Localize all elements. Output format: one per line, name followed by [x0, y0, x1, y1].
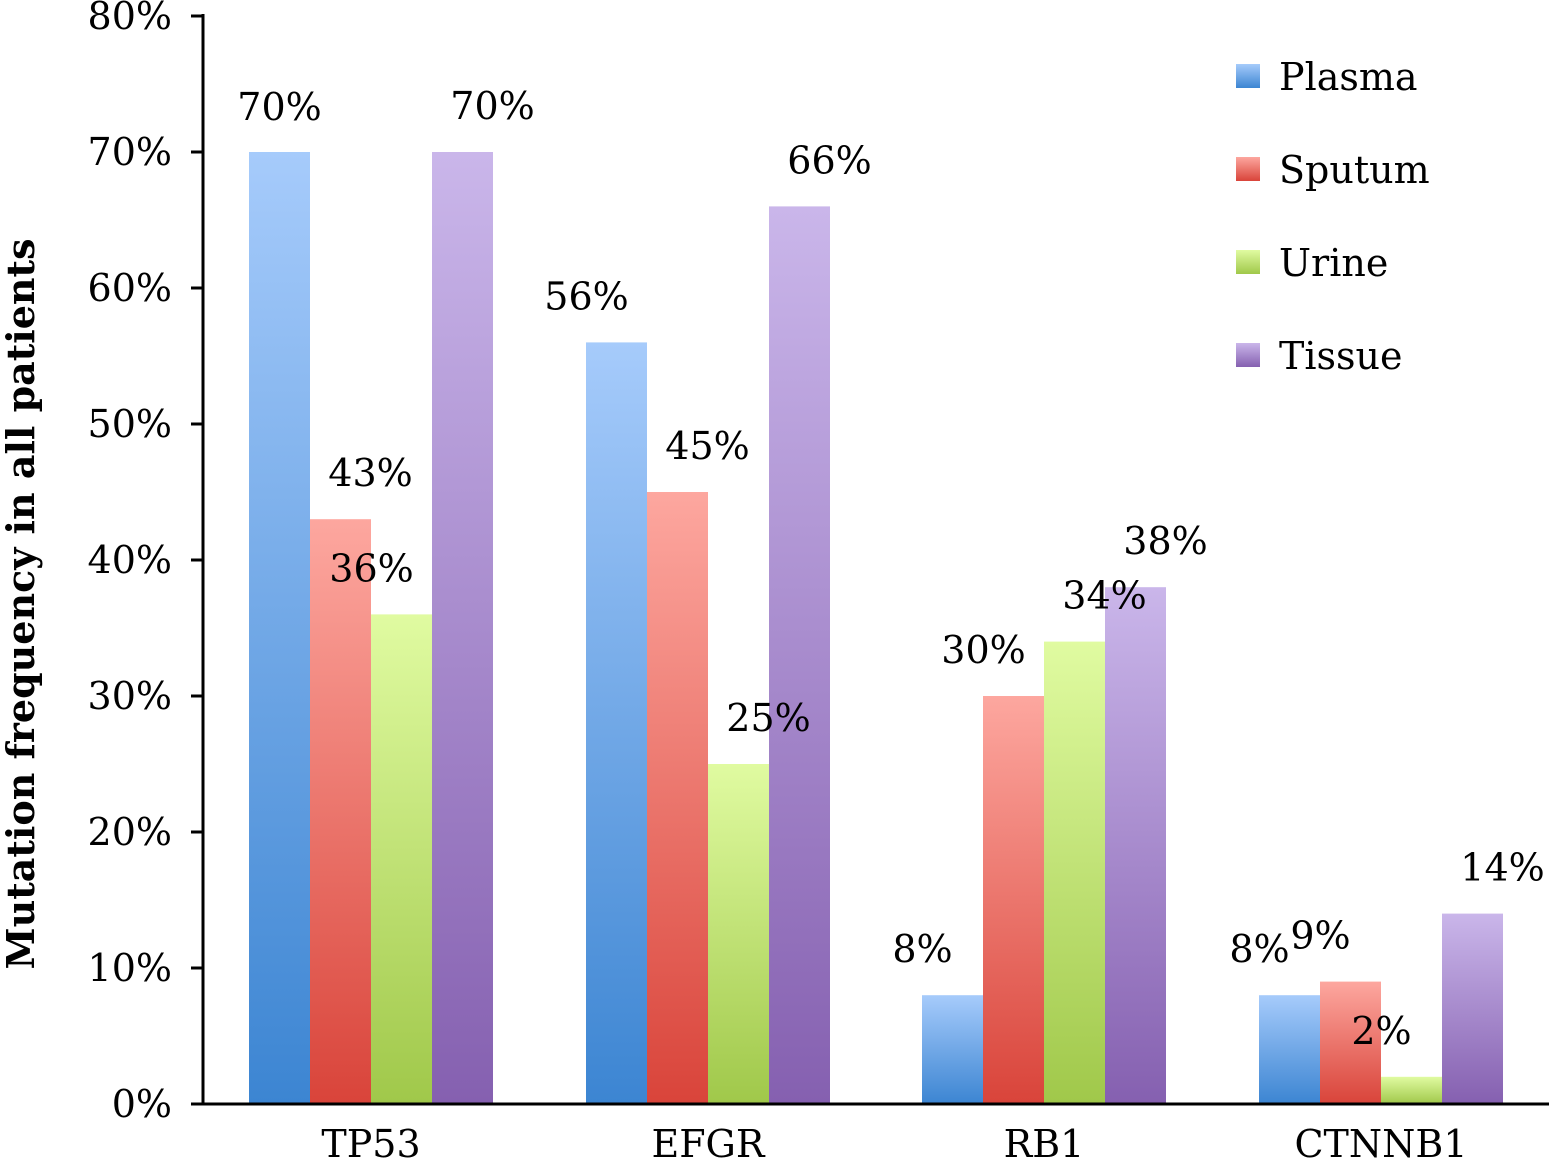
y-tick-label: 70% [88, 130, 172, 174]
bar-sputum-tp53 [310, 519, 371, 1104]
legend: Plasma Sputum Urine Tissue [1236, 55, 1430, 378]
x-tick-label: EFGR [651, 1122, 765, 1161]
bar-tissue-ctnnb1 [1442, 913, 1503, 1104]
y-tick-label: 0% [112, 1082, 172, 1126]
x-axis-labels: TP53 EFGR RB1 CTNNB1 [321, 1122, 1467, 1161]
data-label-urine-tp53: 36% [329, 546, 413, 590]
data-label-sputum-tp53: 43% [328, 451, 412, 495]
bar-urine-tp53 [371, 614, 432, 1104]
data-labels-group: 70%43%36%70%56%45%25%66%8%30%34%38%8% 9%2… [237, 84, 1544, 1053]
data-label-tissue-ctnnb1: 14% [1460, 846, 1544, 890]
legend-label-urine: Urine [1279, 241, 1388, 285]
data-label-tissue-rb1: 38% [1123, 519, 1207, 563]
bar-plasma-tp53 [249, 152, 310, 1104]
bar-urine-ctnnb1 [1381, 1076, 1442, 1104]
y-tick-label: 60% [88, 266, 172, 310]
bar-sputum-rb1 [983, 696, 1044, 1104]
legend-label-tissue: Tissue [1279, 334, 1402, 378]
data-label-plasma-tp53: 70% [237, 85, 321, 129]
y-tick-label: 50% [88, 402, 172, 446]
data-label-urine-efgr: 25% [726, 696, 810, 740]
x-tick-label: TP53 [321, 1122, 420, 1161]
y-tick-label: 40% [88, 538, 172, 582]
bar-sputum-ctnnb1 [1320, 981, 1381, 1104]
data-label-plasma-ctnnb1: 8% [1229, 927, 1289, 971]
y-tick-label: 20% [88, 810, 172, 854]
bar-tissue-tp53 [432, 152, 493, 1104]
bar-plasma-efgr [586, 342, 647, 1104]
bar-sputum-efgr [647, 492, 708, 1104]
legend-label-plasma: Plasma [1279, 55, 1418, 99]
data-label-tissue-tp53: 70% [450, 84, 534, 128]
data-label-sputum-ctnnb1: 9% [1290, 914, 1350, 958]
data-label-plasma-rb1: 8% [892, 927, 952, 971]
bars-group [249, 152, 1503, 1104]
bar-plasma-rb1 [922, 995, 983, 1104]
y-axis-ticks: 0% 10% 20% 30% 40% 50% 60% 70% 80% [88, 0, 203, 1126]
bar-tissue-efgr [769, 206, 830, 1104]
x-tick-label: CTNNB1 [1294, 1122, 1467, 1161]
bar-plasma-ctnnb1 [1259, 995, 1320, 1104]
y-tick-label: 10% [88, 946, 172, 990]
bar-urine-rb1 [1044, 641, 1105, 1104]
data-label-urine-ctnnb1: 2% [1351, 1009, 1411, 1053]
bar-tissue-rb1 [1105, 587, 1166, 1104]
bar-urine-efgr [708, 764, 769, 1104]
legend-swatch-tissue [1236, 343, 1260, 367]
legend-label-sputum: Sputum [1279, 148, 1430, 192]
data-label-urine-rb1: 34% [1062, 574, 1146, 618]
x-tick-label: RB1 [1004, 1122, 1085, 1161]
y-tick-label: 80% [88, 0, 172, 38]
legend-swatch-sputum [1236, 157, 1260, 181]
legend-swatch-urine [1236, 250, 1260, 274]
data-label-sputum-rb1: 30% [941, 628, 1025, 672]
data-label-sputum-efgr: 45% [665, 424, 749, 468]
y-axis-title: Mutation frequency in all patients [0, 239, 43, 970]
legend-swatch-plasma [1236, 64, 1260, 88]
data-label-plasma-efgr: 56% [544, 274, 628, 318]
y-tick-label: 30% [88, 674, 172, 718]
data-label-tissue-efgr: 66% [787, 138, 871, 182]
